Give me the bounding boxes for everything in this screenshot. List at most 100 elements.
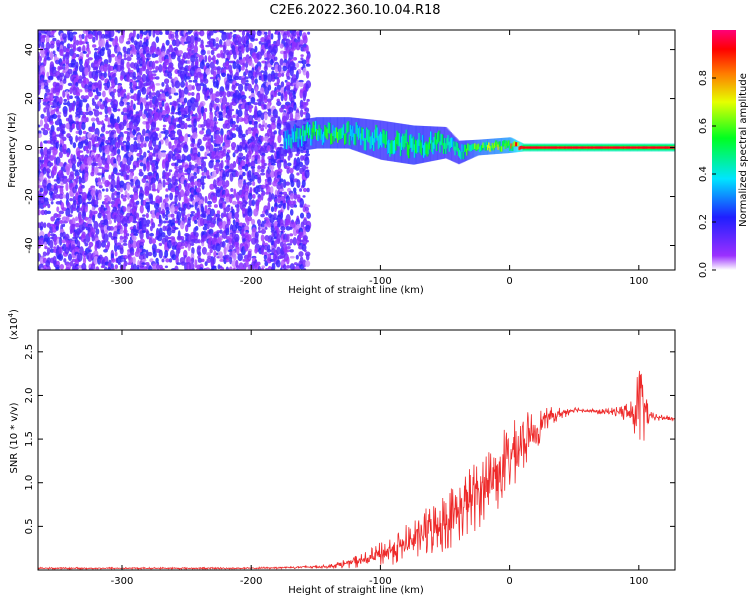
- spectrogram-noise-cell: [109, 187, 115, 193]
- spectrogram-noise-cell: [115, 172, 122, 176]
- spectrogram-noise-cell: [123, 57, 127, 61]
- spectrogram-noise-cell: [168, 141, 172, 150]
- spectrogram-noise-cell: [283, 179, 287, 189]
- spectrogram-noise-cell: [244, 187, 249, 193]
- spectrogram-noise-cell: [165, 163, 169, 172]
- spectrogram-noise-cell: [186, 76, 191, 80]
- spectrogram-noise-cell: [174, 80, 181, 89]
- spectrogram-noise-cell: [190, 42, 195, 50]
- spectrogram-noise-cell: [277, 134, 282, 144]
- spectrogram-noise-cell: [45, 260, 51, 268]
- spectrogram-noise-cell: [183, 87, 189, 95]
- spectrogram-noise-cell: [78, 229, 82, 234]
- spectrogram-noise-cell: [286, 201, 290, 211]
- spectrogram-noise-cell: [82, 255, 87, 265]
- spectrogram-noise-cell: [84, 205, 88, 213]
- spectrogram-noise-cell: [123, 53, 127, 58]
- spectrogram-signal-core: [310, 134, 313, 146]
- spectrogram-noise-cell: [277, 203, 282, 209]
- spectrogram-noise-cell: [281, 72, 285, 77]
- spectrogram-signal-core: [409, 135, 412, 149]
- spectrogram-noise-cell: [173, 101, 179, 106]
- spectrogram-noise-cell: [181, 239, 186, 244]
- spectrogram-noise-cell: [276, 39, 281, 47]
- spectrogram-noise-cell: [256, 30, 262, 37]
- spectrogram-noise-cell: [244, 83, 248, 92]
- spectrogram-noise-cell: [81, 121, 86, 131]
- spectrogram-noise-cell: [206, 175, 212, 180]
- spectrogram-noise-cell: [167, 171, 171, 177]
- spectrogram-noise-cell: [280, 211, 284, 220]
- spectrogram-noise-cell: [164, 58, 170, 66]
- spectrogram-noise-cell: [218, 180, 224, 187]
- spectrogram-noise-cell: [296, 179, 301, 189]
- spectrogram-noise-cell: [282, 202, 286, 210]
- spectrogram-noise-cell: [193, 168, 198, 174]
- spectrogram-noise-cell: [301, 179, 306, 188]
- spectrogram-noise-cell: [238, 36, 242, 43]
- spectrogram-signal-core: [350, 129, 354, 141]
- spectrogram-noise-cell: [135, 200, 140, 205]
- spectrogram-noise-cell: [267, 222, 272, 228]
- spectrogram-signal-core: [428, 137, 432, 150]
- spectrogram-noise-cell: [214, 97, 220, 104]
- spectrogram-signal-core: [431, 140, 434, 153]
- spectrogram-noise-cell: [306, 187, 310, 193]
- spectrogram-noise-cell: [155, 65, 159, 71]
- spectrogram-noise-cell: [289, 249, 294, 253]
- spectrogram-noise-cell: [38, 86, 41, 96]
- spectrogram-noise-cell: [190, 181, 196, 186]
- spectrogram-signal-halo: [314, 117, 318, 149]
- spectrogram-noise-cell: [276, 101, 282, 107]
- spectrogram-noise-cell: [240, 66, 245, 71]
- spectrogram-noise-cell: [170, 111, 175, 115]
- spectrogram-noise-cell: [107, 98, 113, 103]
- spectrogram-noise-cell: [123, 262, 126, 270]
- spectrogram-noise-cell: [71, 102, 75, 112]
- spectrogram-signal-core: [447, 135, 450, 146]
- spectrogram-noise-cell: [304, 156, 310, 166]
- spectrogram-noise-cell: [146, 163, 150, 172]
- spectrogram-noise-cell: [200, 49, 206, 56]
- spectrogram-noise-cell: [136, 161, 140, 168]
- spectrogram-noise-cell: [109, 91, 115, 97]
- spectrogram-noise-cell: [170, 137, 176, 141]
- spectrogram-noise-cell: [62, 90, 66, 98]
- spectrogram-noise-cell: [221, 31, 227, 41]
- spectrogram-noise-cell: [201, 242, 205, 247]
- spectrogram-noise-cell: [215, 143, 221, 147]
- spectrogram-noise-cell: [65, 51, 70, 60]
- spectrogram-noise-cell: [290, 179, 295, 188]
- spectrogram-noise-cell: [260, 246, 265, 255]
- spectrogram-noise-cell: [145, 219, 151, 225]
- spectrogram-noise-cell: [279, 107, 284, 113]
- spectrogram-noise-cell: [133, 263, 137, 270]
- spectrogram-noise-cell: [254, 38, 258, 42]
- spectrogram-noise-cell: [261, 124, 265, 128]
- spectrogram-noise-cell: [196, 167, 200, 175]
- colorbar-gradient: [712, 30, 736, 270]
- spectrogram-signal-core: [289, 135, 292, 147]
- spectrogram-noise-cell: [186, 167, 192, 175]
- spectrogram-noise-cell: [243, 114, 250, 125]
- spectrogram-noise-cell: [186, 51, 191, 60]
- spectrogram-noise-cell: [51, 113, 58, 119]
- spectrogram-noise-cell: [260, 70, 265, 73]
- spectrogram-signal-core: [318, 124, 321, 136]
- spectrogram-noise-cell: [61, 130, 66, 135]
- spectrogram-noise-cell: [112, 69, 117, 74]
- spectrogram-noise-cell: [303, 249, 307, 253]
- spectrogram-noise-cell: [113, 133, 117, 138]
- spectrogram-noise-cell: [206, 252, 212, 256]
- spectrogram-noise-cell: [151, 53, 157, 58]
- spectrogram-signal-core: [299, 128, 302, 140]
- spectrogram-noise-cell: [86, 201, 93, 205]
- spectrogram-signal-core: [490, 145, 493, 151]
- spectrogram-noise-cell: [139, 148, 143, 155]
- spectrogram-noise-cell: [247, 130, 252, 135]
- spectrogram-signal-core: [327, 122, 330, 134]
- spectrogram-noise-cell: [103, 233, 109, 243]
- spectrogram-signal-core: [504, 143, 507, 149]
- spectrogram-noise-cell: [280, 226, 286, 231]
- spectrogram-noise-cell: [62, 69, 66, 74]
